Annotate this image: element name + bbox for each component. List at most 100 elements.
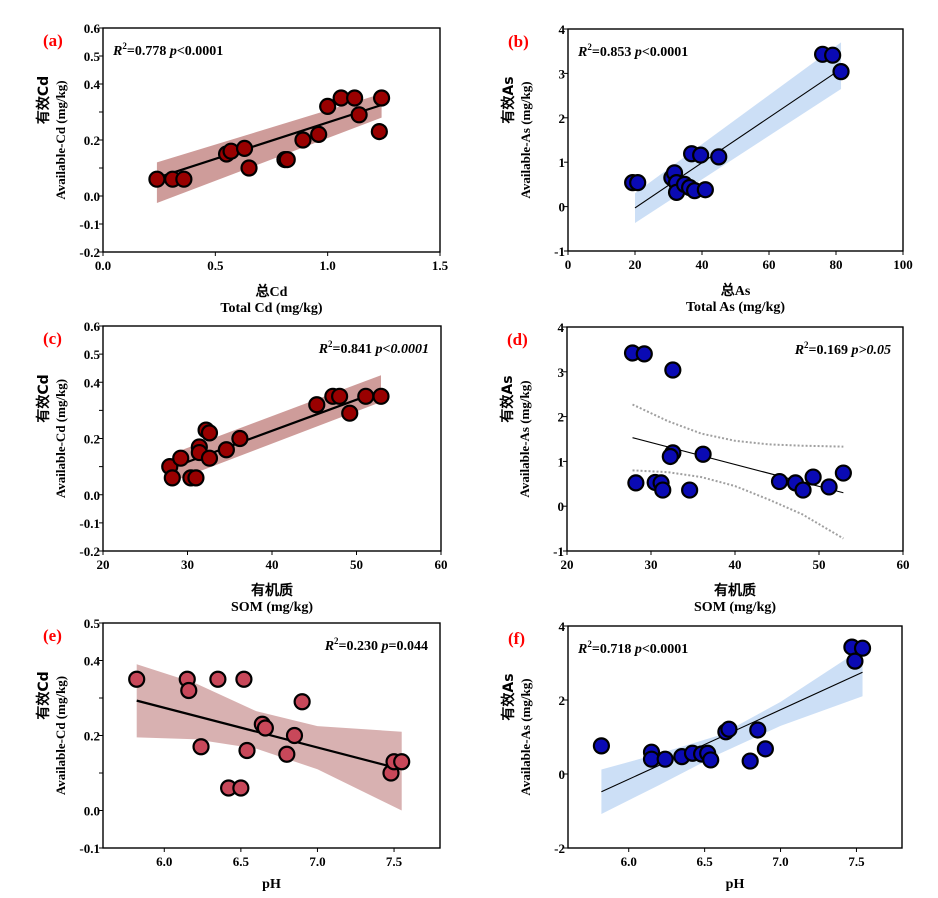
data-point	[635, 345, 653, 363]
y-axis-title: Available-As (mg/kg)	[518, 678, 533, 795]
y-axis-title-cn: 有效Cd	[35, 374, 52, 422]
y-tick-label: 0.0	[84, 488, 100, 503]
y-axis-title: Available-As (mg/kg)	[517, 380, 532, 497]
panel-label: (a)	[43, 31, 63, 50]
data-point	[217, 441, 235, 459]
x-axis-title: pH	[262, 877, 281, 892]
y-tick-label: -0.2	[79, 544, 100, 559]
r2-superscript: 2	[587, 42, 592, 52]
data-point	[231, 429, 249, 448]
x-tick-label: 50	[813, 557, 826, 572]
y-tick-label: 0.5	[84, 49, 101, 64]
x-axis-title-cn: 有机质	[714, 582, 756, 599]
p-value: <0.0001	[177, 44, 223, 59]
y-tick-label: 0.4	[84, 654, 101, 669]
y-tick-label: 0	[558, 499, 565, 514]
plot-frame	[566, 326, 904, 552]
data-point	[357, 387, 375, 405]
data-point	[846, 652, 864, 670]
data-point	[175, 170, 193, 188]
y-tick-label: 4	[559, 619, 566, 634]
y-tick-label: 0.6	[84, 21, 101, 36]
data-point	[172, 449, 190, 467]
data-point	[240, 159, 258, 177]
data-point	[824, 46, 842, 64]
data-point	[832, 63, 850, 81]
y-tick-label: 0.5	[84, 616, 101, 631]
data-point	[294, 131, 312, 149]
data-point	[741, 752, 759, 770]
x-tick-label: 30	[645, 557, 658, 572]
data-point	[209, 670, 227, 688]
stat-annotation: R2=0.778 p<0.0001	[112, 41, 223, 59]
y-tick-label: -1	[553, 544, 564, 559]
r2-superscript: 2	[587, 639, 592, 649]
data-point	[293, 693, 311, 711]
panel-label: (f)	[508, 629, 525, 648]
p-symbol: p	[634, 45, 642, 60]
p-symbol: p	[381, 639, 389, 654]
confidence-band	[136, 664, 402, 811]
data-point	[661, 447, 679, 466]
data-point	[350, 106, 368, 124]
y-axis-title-cn: 有效As	[499, 375, 516, 422]
x-axis-title: pH	[726, 877, 745, 892]
r2-value: =0.853	[592, 45, 635, 60]
x-tick-label: 6.5	[233, 854, 250, 869]
data-point	[341, 404, 359, 422]
y-tick-label: 0.2	[84, 133, 100, 148]
r2-symbol: R	[794, 343, 804, 358]
r2-symbol: R	[577, 642, 587, 657]
y-axis-title-cn: 有效Cd	[35, 76, 52, 124]
panel-label: (c)	[43, 329, 62, 348]
p-symbol: p<0.0001	[375, 342, 429, 357]
y-tick-label: 0.5	[84, 347, 101, 362]
x-axis-title-cn: 总Cd	[256, 283, 288, 300]
data-point	[235, 670, 253, 688]
data-point	[681, 481, 699, 499]
x-tick-label: 0.5	[207, 258, 224, 273]
data-point	[308, 396, 326, 414]
data-point	[235, 139, 254, 157]
data-point	[629, 174, 647, 192]
y-tick-label: -0.1	[79, 841, 100, 856]
x-tick-label: 6.0	[621, 854, 637, 869]
confidence-band-upper	[632, 403, 844, 448]
data-point	[278, 151, 296, 169]
r2-superscript: 2	[334, 636, 339, 646]
plot-frame	[567, 28, 904, 252]
y-tick-label: 0.2	[84, 729, 100, 744]
y-tick-label: 4	[559, 22, 566, 37]
x-tick-label: 50	[350, 557, 363, 572]
x-tick-label: 0	[565, 257, 572, 272]
data-point	[694, 445, 712, 463]
y-axis-title: Available-Cd (mg/kg)	[53, 80, 68, 199]
r2-value: =0.841	[333, 342, 376, 357]
data-point	[200, 449, 219, 467]
data-point	[702, 751, 720, 769]
x-tick-label: 1.5	[432, 258, 449, 273]
data-point	[200, 424, 219, 442]
x-tick-label: 60	[763, 257, 776, 272]
r2-symbol: R	[577, 45, 587, 60]
data-point	[794, 481, 812, 499]
r2-symbol: R	[112, 44, 122, 59]
y-tick-label: 3	[558, 365, 565, 380]
data-point	[370, 123, 388, 141]
data-point	[319, 97, 337, 116]
p-value: <0.0001	[642, 45, 688, 60]
data-point	[692, 146, 710, 164]
data-point	[656, 750, 674, 768]
x-tick-label: 7.0	[309, 854, 325, 869]
x-axis-title: Total As (mg/kg)	[686, 300, 785, 315]
r2-value: =0.230	[339, 639, 382, 654]
x-tick-label: 7.5	[386, 854, 403, 869]
panel-a: -0.2 -0.1 0.0 0.2 0.4 0.5 0.6 0.0 0.5 1.0 1.5 总CdTo…	[35, 21, 449, 316]
data-point	[720, 720, 738, 738]
data-point	[834, 464, 852, 482]
stat-annotation: R2=0.230 p=0.044	[324, 636, 428, 654]
y-tick-label: 0.6	[84, 319, 101, 334]
